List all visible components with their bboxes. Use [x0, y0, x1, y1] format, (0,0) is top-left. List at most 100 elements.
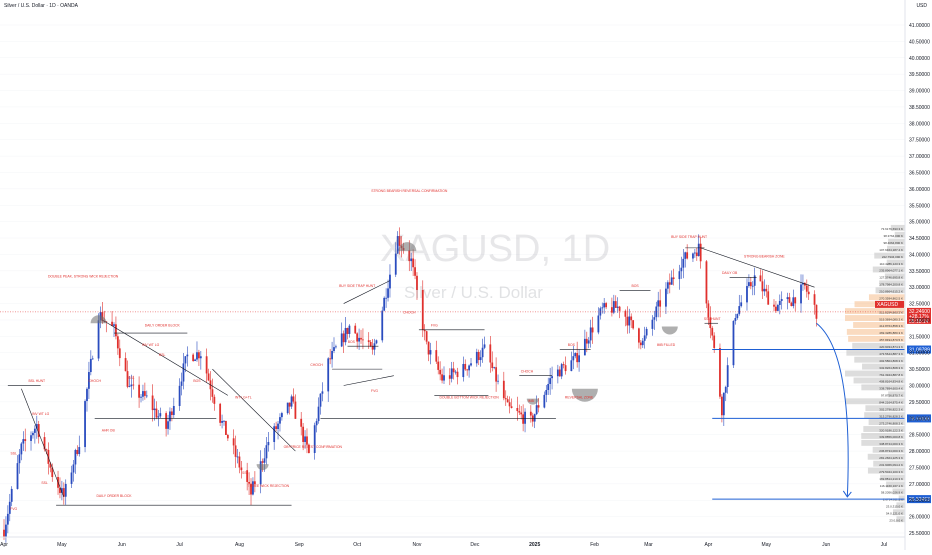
candle-body	[275, 426, 278, 430]
volume-profile-bar	[888, 391, 905, 398]
candle-body	[236, 456, 239, 458]
candle-body	[327, 358, 330, 392]
time-tick-label: Nov	[413, 542, 422, 548]
candle-body	[394, 253, 397, 275]
volume-profile-bar	[872, 266, 905, 273]
chart-annotation: IMB FILLED	[657, 343, 676, 347]
candle-body	[780, 299, 783, 301]
candle-body	[124, 358, 127, 372]
volume-profile-label: 222.7934,090 K	[882, 255, 903, 259]
volume-profile-bar	[874, 252, 905, 259]
candle-body	[454, 371, 457, 373]
volume-profile-label: 332.8264,808.3 K	[879, 366, 903, 370]
candle-body	[641, 340, 644, 346]
candle-body	[448, 375, 451, 379]
candle-body	[387, 288, 389, 298]
candle-body	[524, 411, 526, 424]
candle-body	[452, 368, 455, 373]
price-tick-label: 38.50000	[909, 105, 930, 111]
candle-body	[383, 297, 386, 311]
volume-profile-bar	[896, 502, 905, 509]
candle-body	[601, 307, 604, 309]
candle-body	[778, 300, 781, 305]
candle-body	[711, 328, 714, 336]
current-price-tag	[907, 307, 931, 324]
candle-body	[3, 529, 5, 537]
volume-profile-label: 23.0,315.0 K	[886, 505, 903, 509]
candle-body	[551, 376, 553, 379]
candle-body	[113, 324, 115, 326]
candle-body	[792, 297, 795, 307]
volume-profile-label: 273.2746,808.3 K	[879, 421, 903, 425]
candle-body	[790, 302, 793, 307]
chart-annotation: CHOCH	[521, 369, 534, 373]
price-tick-label: 40.00000	[909, 56, 930, 62]
candle-body	[331, 350, 333, 360]
price-tick-label: 36.00000	[909, 187, 930, 193]
candle-body	[128, 386, 131, 388]
candle-body	[184, 356, 187, 364]
candle-body	[682, 258, 685, 268]
candle-body	[556, 369, 559, 377]
candle-body	[20, 443, 23, 455]
candle-body	[800, 284, 802, 304]
candle-body	[313, 425, 316, 453]
candle-body	[159, 413, 162, 417]
candle-body	[707, 303, 710, 318]
chart-annotation: REVERSAL ZONE	[565, 396, 594, 400]
price-tick-label: 41.00000	[909, 23, 930, 29]
candle-body	[776, 304, 779, 311]
candle-body	[342, 333, 345, 343]
candle-body	[35, 424, 38, 429]
candle-body	[533, 414, 536, 422]
time-tick-label: Jun	[118, 542, 126, 548]
key-level-label: 31.09789	[909, 348, 930, 354]
time-tick-label: 2025	[529, 542, 540, 548]
time-tick-label: Mar	[644, 542, 653, 548]
candle-body	[657, 300, 660, 307]
candle-body	[495, 367, 498, 382]
price-tick-label: 26.00000	[909, 515, 930, 521]
candle-body	[659, 300, 662, 307]
candle-body	[51, 467, 54, 477]
volume-profile-bar	[872, 446, 905, 453]
candle-body	[18, 454, 21, 464]
price-tick-label: 35.50000	[909, 203, 930, 209]
candle-body	[587, 340, 590, 344]
candle-body	[570, 360, 573, 372]
volume-profile-bar	[873, 460, 905, 467]
symbol-tag	[875, 300, 904, 308]
price-tick-label: 26.50000	[909, 498, 930, 504]
volume-profile-bar	[887, 245, 905, 252]
candle-body	[697, 243, 700, 257]
volume-profile-bar	[890, 224, 905, 231]
candle-body	[45, 449, 48, 451]
candle-body	[367, 340, 370, 343]
chart-annotation: INV WT LG	[142, 343, 160, 347]
volume-profile-label: 127.3746,695.8 K	[879, 276, 903, 280]
price-tick-label: 35.00000	[909, 220, 930, 226]
candle-body	[199, 356, 202, 359]
volume-profile-label: 338.8744,000.3 K	[879, 442, 903, 446]
price-tick-label: 25.50000	[909, 531, 930, 537]
candle-body	[273, 426, 276, 443]
volume-profile-label: 231.9066,094.2 K	[879, 463, 903, 467]
candle-body	[456, 371, 459, 378]
trend-line	[102, 319, 229, 396]
candle-body	[32, 432, 34, 436]
candle-body	[612, 301, 615, 313]
candle-body	[439, 369, 442, 375]
candle-body	[803, 282, 806, 286]
volume-profile-bar	[886, 481, 905, 488]
candle-body	[186, 354, 189, 357]
key-level-label: 28.99188	[909, 416, 930, 422]
candle-body	[167, 421, 169, 429]
time-tick-label: May	[57, 542, 67, 548]
candle-body	[30, 435, 32, 441]
candle-body	[475, 351, 478, 364]
price-tick-label: 39.50000	[909, 72, 930, 78]
candle-body	[91, 358, 94, 360]
candle-body	[219, 403, 222, 423]
